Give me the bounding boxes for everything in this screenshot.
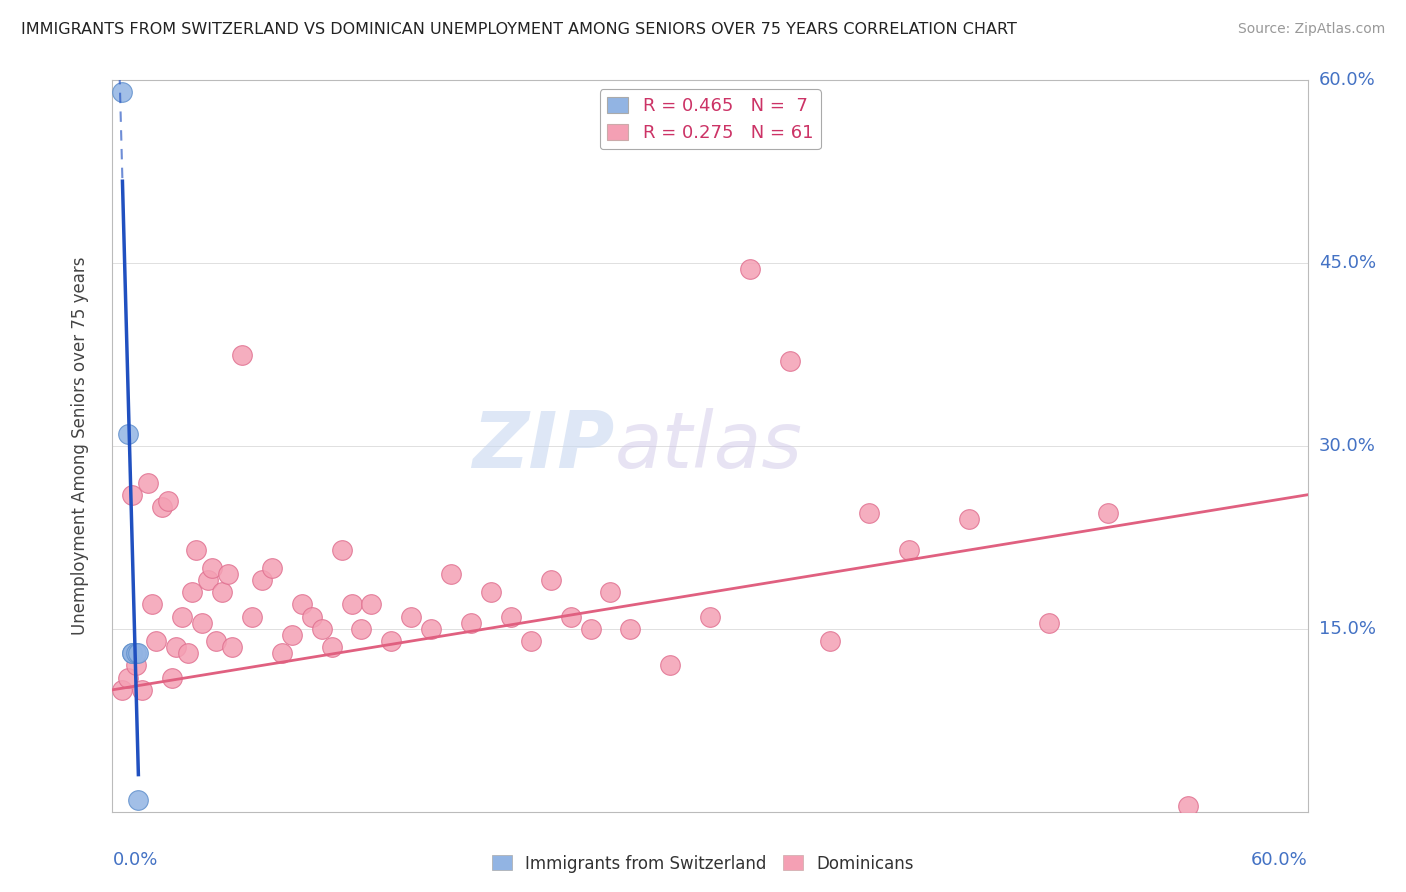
Text: 60.0%: 60.0% <box>1251 851 1308 869</box>
Point <box>301 609 323 624</box>
Point <box>125 658 148 673</box>
Point <box>121 646 143 660</box>
Point <box>579 622 602 636</box>
Point <box>211 585 233 599</box>
Point <box>141 598 163 612</box>
Point <box>957 512 980 526</box>
Point <box>360 598 382 612</box>
Text: 30.0%: 30.0% <box>1319 437 1375 455</box>
Legend: R = 0.465   N =  7, R = 0.275   N = 61: R = 0.465 N = 7, R = 0.275 N = 61 <box>599 89 821 149</box>
Point <box>111 86 134 100</box>
Point <box>221 640 243 655</box>
Text: 60.0%: 60.0% <box>1319 71 1375 89</box>
Text: 0.0%: 0.0% <box>112 851 157 869</box>
Point <box>401 609 423 624</box>
Point <box>560 609 582 624</box>
Point <box>260 561 283 575</box>
Point <box>127 646 149 660</box>
Point <box>217 567 239 582</box>
Point <box>270 646 292 660</box>
Point <box>162 671 183 685</box>
Point <box>281 628 304 642</box>
Y-axis label: Unemployment Among Seniors over 75 years: Unemployment Among Seniors over 75 years <box>70 257 89 635</box>
Point <box>127 792 149 806</box>
Text: atlas: atlas <box>614 408 803 484</box>
Point <box>350 622 373 636</box>
Point <box>197 573 219 587</box>
Point <box>186 542 208 557</box>
Text: 15.0%: 15.0% <box>1319 620 1375 638</box>
Point <box>599 585 621 599</box>
Point <box>250 573 273 587</box>
Legend: Immigrants from Switzerland, Dominicans: Immigrants from Switzerland, Dominicans <box>485 848 921 880</box>
Point <box>1038 615 1060 630</box>
Point <box>201 561 224 575</box>
Point <box>157 494 180 508</box>
Text: Source: ZipAtlas.com: Source: ZipAtlas.com <box>1237 22 1385 37</box>
Point <box>121 488 143 502</box>
Point <box>172 609 194 624</box>
Point <box>240 609 263 624</box>
Point <box>205 634 228 648</box>
Point <box>231 347 253 362</box>
Point <box>540 573 562 587</box>
Point <box>779 353 801 368</box>
Point <box>150 500 173 514</box>
Text: 45.0%: 45.0% <box>1319 254 1376 272</box>
Point <box>191 615 214 630</box>
Text: IMMIGRANTS FROM SWITZERLAND VS DOMINICAN UNEMPLOYMENT AMONG SENIORS OVER 75 YEAR: IMMIGRANTS FROM SWITZERLAND VS DOMINICAN… <box>21 22 1017 37</box>
Point <box>117 671 139 685</box>
Point <box>738 262 761 277</box>
Point <box>460 615 482 630</box>
Point <box>177 646 200 660</box>
Point <box>117 426 139 441</box>
Point <box>1097 506 1119 520</box>
Point <box>479 585 502 599</box>
Point <box>520 634 543 648</box>
Point <box>619 622 641 636</box>
Point <box>330 542 353 557</box>
Point <box>138 475 160 490</box>
Point <box>131 682 153 697</box>
Point <box>291 598 314 612</box>
Point <box>121 646 143 660</box>
Point <box>818 634 841 648</box>
Point <box>380 634 402 648</box>
Point <box>858 506 880 520</box>
Point <box>125 646 148 660</box>
Text: ZIP: ZIP <box>472 408 614 484</box>
Point <box>145 634 167 648</box>
Point <box>499 609 522 624</box>
Point <box>420 622 443 636</box>
Point <box>311 622 333 636</box>
Point <box>898 542 921 557</box>
Point <box>321 640 343 655</box>
Point <box>699 609 721 624</box>
Point <box>340 598 363 612</box>
Point <box>659 658 682 673</box>
Point <box>165 640 187 655</box>
Point <box>111 682 134 697</box>
Point <box>181 585 204 599</box>
Point <box>440 567 463 582</box>
Point <box>1177 798 1199 813</box>
